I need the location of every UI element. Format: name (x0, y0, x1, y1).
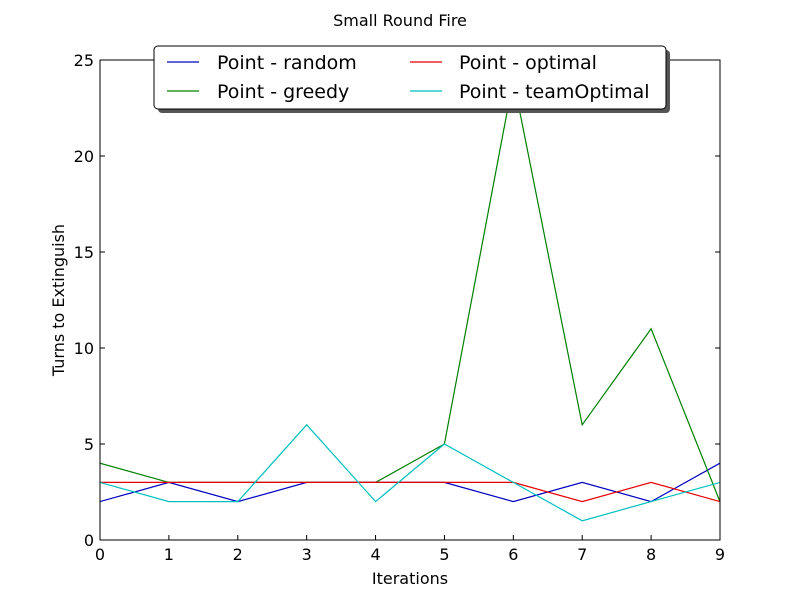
x-tick-label: 1 (164, 545, 174, 564)
y-axis-label: Turns to Extinguish (49, 224, 68, 377)
chart-title: Small Round Fire (333, 11, 467, 30)
plot-frame (99, 59, 721, 541)
legend: Point - random Point - greedy Point - opti… (153, 45, 670, 113)
x-tick-label: 7 (577, 545, 587, 564)
y-tick-label: 15 (74, 243, 94, 262)
series-line-point-greedy (100, 79, 720, 502)
legend-box (153, 45, 667, 110)
y-tick-label: 20 (74, 147, 94, 166)
series-layer (100, 79, 720, 522)
series-line-point-teamoptimal (100, 423, 720, 522)
series-line-point-optimal (100, 481, 720, 503)
x-tick-label: 8 (646, 545, 656, 564)
ticks-layer: 0 1 2 3 4 5 6 7 8 9 0 5 10 15 20 25 (74, 51, 725, 564)
legend-entry-label: Point - optimal (459, 52, 597, 74)
legend-entry-label: Point - greedy (217, 81, 349, 103)
x-tick-label: 3 (302, 545, 312, 564)
x-tick-label: 6 (508, 545, 518, 564)
x-axis-label: Iterations (372, 569, 448, 588)
x-tick-label: 4 (370, 545, 380, 564)
legend-entry-label: Point - teamOptimal (459, 81, 650, 103)
y-tick-label: 5 (84, 435, 94, 454)
x-tick-label: 9 (715, 545, 725, 564)
x-tick-label: 2 (233, 545, 243, 564)
x-tick-label: 0 (95, 545, 105, 564)
x-tick-label: 5 (439, 545, 449, 564)
legend-entry-label: Point - random (217, 52, 357, 74)
y-tick-label: 10 (74, 339, 94, 358)
y-tick-label: 0 (84, 531, 94, 550)
y-tick-label: 25 (74, 51, 94, 70)
